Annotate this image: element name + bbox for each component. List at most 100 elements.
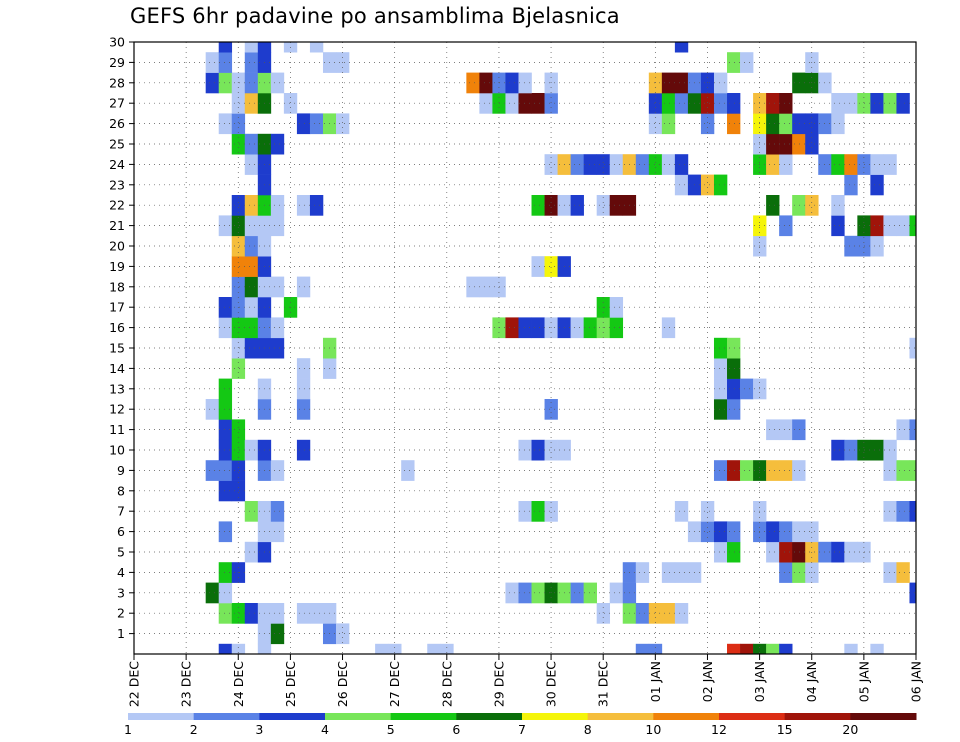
heatmap-cell [792,562,806,583]
heatmap-cell [740,378,754,400]
heatmap-cell [648,113,663,135]
heatmap-cell [727,113,741,135]
y-tick-label: 25 [109,137,125,152]
heatmap-cell [531,439,545,461]
heatmap-cell [270,521,285,543]
heatmap-cell [544,93,558,114]
x-tick-label: 24 DEC [231,661,246,707]
heatmap-cell [231,358,246,379]
heatmap-cell [870,235,884,257]
heatmap-cell [218,521,233,543]
heatmap-cell [583,317,597,339]
heatmap-cell [713,72,728,94]
heatmap-cell [870,643,884,655]
heatmap-cell [661,93,676,114]
heatmap-cell [844,541,858,563]
heatmap-cell [896,562,910,583]
y-tick-label: 8 [117,483,125,498]
heatmap-cell [674,93,689,114]
heatmap-cell [870,215,884,237]
y-tick-label: 23 [109,177,125,192]
heatmap-cell [218,582,233,604]
heatmap-cell [844,235,858,257]
heatmap-cell [231,480,246,502]
colorbar-label: 4 [321,722,329,737]
heatmap-cell [479,72,493,94]
heatmap-cell [766,133,780,155]
heatmap-cell [244,276,259,298]
x-tick-label: 05 JAN [856,661,871,702]
heatmap-cell [544,195,558,216]
heatmap-cell [218,215,233,237]
heatmap-cell [231,195,246,216]
x-tick-label: 06 JAN [909,661,924,702]
heatmap-cell [231,113,246,135]
heatmap-cell [779,215,793,237]
heatmap-cell [531,317,545,339]
heatmap-cell [674,603,689,624]
heatmap-cell [544,399,558,420]
heatmap-cell [244,52,259,73]
heatmap-cell [309,603,324,624]
heatmap-cell [674,72,689,94]
heatmap-cell [270,133,285,155]
heatmap-cell [792,195,806,216]
heatmap-cell [648,603,663,624]
heatmap-cell [635,643,650,655]
heatmap-cell [779,521,793,543]
heatmap-cell [661,562,676,583]
y-tick-label: 7 [117,504,125,519]
heatmap-cell [661,317,676,339]
heatmap-cell [648,154,663,175]
heatmap-cell [244,256,259,277]
heatmap-cell [700,93,715,114]
heatmap-cell [244,439,259,461]
heatmap-cell [218,562,233,583]
heatmap-cell [231,133,246,155]
heatmap-cell [544,501,558,522]
heatmap-cell [805,133,819,155]
heatmap-cell [766,195,780,216]
x-tick-label: 25 DEC [283,661,298,707]
heatmap-cell [713,358,728,379]
heatmap-cell [674,501,689,522]
heatmap-cell [531,195,545,216]
heatmap-cell [218,603,233,624]
heatmap-cell [309,195,324,216]
y-tick-label: 27 [109,96,125,111]
heatmap-cell [753,643,767,655]
colorbar-swatch [390,713,457,720]
heatmap-cell [270,603,285,624]
heatmap-cell [479,276,493,298]
heatmap-cell [583,582,597,604]
y-tick-label: 2 [117,606,125,621]
colorbar-swatch [522,713,589,720]
heatmap-cell [244,72,259,94]
heatmap-cell [805,195,819,216]
heatmap-cell [713,399,728,420]
heatmap-cell [583,154,597,175]
heatmap-cell [596,195,611,216]
heatmap-cell [518,501,532,522]
y-tick-label: 16 [109,320,125,335]
heatmap-cell [779,541,793,563]
heatmap-cell [713,337,728,359]
heatmap-cell [883,562,897,583]
heatmap-cell [218,399,233,420]
heatmap-cell [218,643,233,655]
heatmap-cell [218,297,233,318]
heatmap-cell [700,113,715,135]
x-tick-label: 02 JAN [700,661,715,702]
heatmap-cell [700,501,715,522]
heatmap-cell [505,93,519,114]
heatmap-cell [544,154,558,175]
heatmap-cell [766,541,780,563]
y-tick-label: 19 [109,259,125,274]
heatmap-cell [609,317,624,339]
heatmap-cell [296,358,311,379]
heatmap-cell [713,174,728,196]
y-tick-label: 17 [109,300,125,315]
x-tick-label: 03 JAN [752,661,767,702]
heatmap-cell [609,297,624,318]
heatmap-cell [231,276,246,298]
